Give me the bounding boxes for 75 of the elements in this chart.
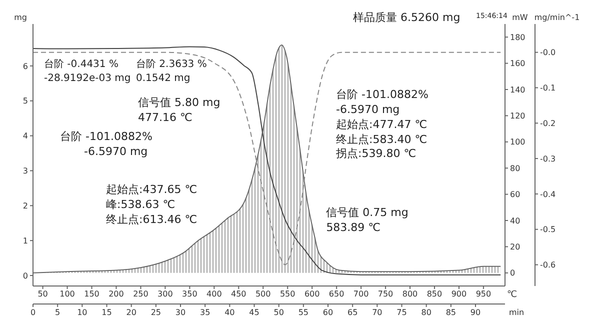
x2-tick-label: 40 <box>224 308 235 317</box>
x-tick-label: 350 <box>182 290 198 299</box>
y3-tick-label: -0.6 <box>540 260 556 270</box>
y3-axis-title: mg/min^-1 <box>534 13 580 22</box>
x2-tick-label: 20 <box>126 308 136 317</box>
x-tick-label: 550 <box>280 290 296 299</box>
annotation: 起始点:437.65 ℃ 峰:538.63 ℃ 终止点:613.46 ℃ <box>106 183 198 228</box>
y2-tick-label: 140 <box>510 85 526 94</box>
y-tick-label: 5 <box>22 96 28 106</box>
x-tick-label: 850 <box>426 290 442 299</box>
x2-tick-label: 35 <box>200 308 210 317</box>
y2-axis-title: mW <box>512 13 528 22</box>
x-tick-label: 650 <box>328 290 344 299</box>
x2-tick-label: 15 <box>102 308 112 317</box>
x-tick-label: 600 <box>304 290 320 299</box>
x2-tick-label: 85 <box>446 308 456 317</box>
y-tick-label: 2 <box>22 201 28 210</box>
x-tick-label: 500 <box>255 290 271 299</box>
y-tick-label: 4 <box>22 132 28 141</box>
y3-tick-label: -0.1 <box>540 84 556 93</box>
x2-tick-label: 5 <box>55 308 60 317</box>
x-tick-label: 900 <box>451 290 467 299</box>
x-tick-label: 450 <box>231 290 246 299</box>
annotation: 台阶 -101.0882% -6.5970 mg <box>60 130 152 160</box>
annotation: 台阶 -101.0882% -6.5970 mg 起始点:477.47 ℃ 终止点:583.40 ℃ 拐点:539.80 ℃ <box>336 88 428 162</box>
x-tick-label: 750 <box>378 290 394 299</box>
y3-tick-label: -0.0 <box>540 48 556 58</box>
x2-tick-label: 80 <box>421 308 432 317</box>
x-tick-label: 50 <box>38 290 48 299</box>
y2-tick-label: 80 <box>510 164 520 173</box>
y2-tick-label: 20 <box>510 242 520 252</box>
x-tick-label: 150 <box>84 290 100 299</box>
x-tick-label: 800 <box>402 290 418 299</box>
y3-tick-label: -0.3 <box>540 154 556 164</box>
x2-tick-label: 60 <box>322 308 334 317</box>
y2-tick-label: 120 <box>510 112 526 121</box>
y2-tick-label: 0 <box>510 268 516 278</box>
annotation: 信号值 0.75 mg 583.89 ℃ <box>326 206 408 236</box>
x-tick-label: 700 <box>353 290 369 299</box>
y2-tick-label: 60 <box>510 190 520 200</box>
y-axis-title: mg <box>14 13 27 22</box>
y-tick-label: 1 <box>22 236 28 246</box>
x2-tick-label: 50 <box>274 308 284 317</box>
x2-tick-label: 70 <box>372 308 382 317</box>
x2-tick-label: 10 <box>77 308 88 317</box>
x-tick-label: 400 <box>206 290 222 299</box>
x2-tick-label: 45 <box>249 308 260 317</box>
x-axis-title: ℃ <box>507 290 518 300</box>
annotation: 台阶 2.3633 % 0.1542 mg <box>136 58 207 85</box>
x2-tick-label: 0 <box>30 308 36 317</box>
y2-tick-label: 180 <box>510 32 526 42</box>
x-tick-label: 250 <box>133 290 148 299</box>
x2-tick-label: 65 <box>347 308 358 317</box>
y3-tick-label: -0.5 <box>540 225 556 234</box>
x-tick-label: 200 <box>108 290 124 299</box>
x2-tick-label: 30 <box>175 308 186 317</box>
x2-tick-label: 55 <box>298 308 309 317</box>
x2-axis-title: min <box>509 308 524 317</box>
chart-title: 样品质量 6.5260 mg <box>353 10 460 25</box>
annotation: 台阶 -0.4431 % -28.9192e-03 mg <box>44 58 131 85</box>
x2-tick-label: 90 <box>470 308 481 317</box>
y2-tick-label: 40 <box>510 216 520 226</box>
y2-tick-label: 160 <box>510 59 526 68</box>
y3-tick-label: -0.4 <box>540 190 556 199</box>
x2-tick-label: 25 <box>150 308 162 317</box>
x-tick-label: 300 <box>158 290 173 299</box>
annotation: 信号值 5.80 mg 477.16 ℃ <box>138 96 220 126</box>
y3-tick-label: -0.2 <box>540 118 556 128</box>
x-tick-label: 950 <box>476 290 492 299</box>
y-tick-label: 6 <box>22 62 28 71</box>
y-tick-label: 3 <box>22 166 28 176</box>
x-tick-label: 100 <box>60 290 75 299</box>
y-tick-label: 0 <box>22 271 28 280</box>
x2-tick-label: 75 <box>396 308 407 317</box>
y2-tick-label: 100 <box>510 138 526 147</box>
